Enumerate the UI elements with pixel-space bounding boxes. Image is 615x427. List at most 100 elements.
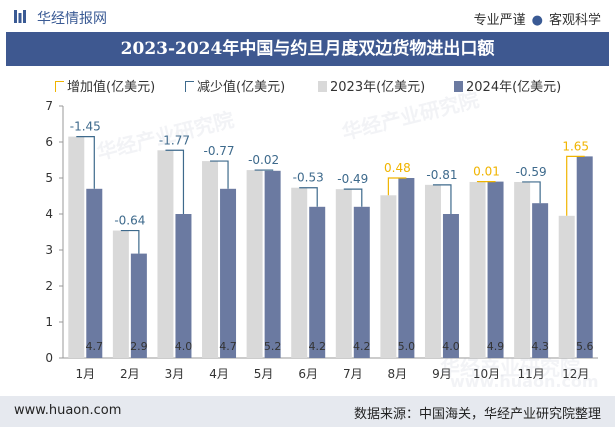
bar-2023 [68, 136, 85, 358]
y-tick-label: 6 [45, 135, 53, 149]
legend-increase-label: 增加值(亿美元) [67, 80, 156, 95]
change-bracket [299, 187, 318, 207]
change-label: 1.65 [562, 139, 589, 153]
legend-decrease-swatch [185, 81, 194, 92]
value-label-2024: 4.7 [86, 340, 104, 353]
bar-2024 [264, 170, 281, 358]
x-tick-label: 5月 [254, 367, 274, 381]
change-label: -0.64 [114, 214, 145, 228]
x-tick-label: 12月 [562, 367, 589, 381]
x-tick-label: 3月 [165, 367, 185, 381]
value-label-2024: 4.2 [308, 340, 326, 353]
legend-increase-swatch [55, 81, 64, 92]
bar-2024 [309, 206, 326, 358]
change-bracket [343, 188, 363, 207]
bar-2023 [469, 181, 486, 358]
y-tick-label: 5 [45, 171, 53, 185]
y-tick-label: 1 [45, 315, 53, 329]
footer-site-link[interactable]: www.huaon.com [14, 403, 122, 418]
header: 华经情报网 专业严谨 ● 客观科学 [0, 0, 615, 32]
legend-2023: 2023年(亿美元) [318, 76, 425, 95]
change-bracket [120, 229, 140, 254]
x-tick-label: 8月 [388, 367, 408, 381]
legend-2024-swatch [454, 81, 463, 92]
bar-2024 [220, 188, 237, 358]
brand-logo-icon [14, 10, 26, 23]
x-tick-label: 6月 [298, 367, 318, 381]
bar-2024 [442, 214, 459, 358]
bar-2023 [514, 181, 531, 358]
legend-2024-label: 2024年(亿美元) [466, 80, 562, 95]
value-label-2024: 5.6 [576, 340, 594, 353]
change-bracket [76, 136, 95, 189]
change-bracket [254, 169, 274, 171]
bar-2024 [353, 206, 370, 358]
x-tick-label: 11月 [517, 367, 544, 381]
x-tick-label: 1月 [75, 367, 95, 381]
chart-title: 2023-2024年中国与约旦月度双边货物进出口额 [120, 39, 495, 59]
footer: www.huaon.com 数据来源：中国海关，华经产业研究院整理 [0, 396, 615, 427]
bar-2024 [175, 214, 192, 358]
change-bracket [566, 155, 585, 216]
change-label: 0.01 [473, 165, 500, 179]
slogan-dot-icon: ● [531, 13, 543, 28]
y-tick-label: 2 [45, 279, 53, 293]
change-label: -0.02 [248, 153, 279, 167]
change-label: -0.77 [204, 144, 235, 158]
bar-2023 [291, 187, 308, 358]
value-label-2024: 4.7 [219, 340, 237, 353]
change-label: -1.45 [70, 120, 101, 134]
slogan-left: 专业严谨 [473, 13, 526, 28]
bar-2023 [558, 215, 575, 358]
legend-decrease-label: 减少值(亿美元) [197, 80, 286, 95]
change-bracket [432, 184, 452, 214]
value-label-2024: 5.2 [264, 340, 282, 353]
change-label: -0.81 [426, 168, 457, 182]
change-label: -0.49 [337, 172, 368, 186]
legend-2024: 2024年(亿美元) [454, 76, 561, 95]
bar-2023 [424, 184, 441, 358]
x-tick-label: 10月 [473, 367, 500, 381]
y-tick-label: 0 [45, 351, 53, 365]
change-bracket [522, 181, 541, 204]
bar-2023 [157, 150, 174, 358]
bar-2024 [130, 253, 147, 358]
bar-2024 [532, 203, 549, 358]
chart-legend: 增加值(亿美元) 减少值(亿美元) 2023年(亿美元) 2024年(亿美元) [0, 72, 615, 98]
bar-2024 [86, 188, 103, 358]
y-tick-label: 3 [45, 243, 53, 257]
change-label: -0.59 [516, 165, 547, 179]
bar-2023 [380, 195, 397, 358]
y-tick-label: 4 [45, 207, 53, 221]
legend-increase: 增加值(亿美元) [55, 76, 155, 95]
footer-source: 数据来源：中国海关，华经产业研究院整理 [353, 407, 601, 422]
change-bracket [387, 177, 407, 196]
slogan: 专业严谨 ● 客观科学 [474, 9, 601, 28]
legend-2023-label: 2023年(亿美元) [330, 80, 426, 95]
bar-2024 [487, 181, 504, 358]
bar-2023 [112, 230, 129, 358]
x-tick-label: 9月 [432, 367, 452, 381]
change-bracket [210, 160, 229, 189]
bar-2023 [335, 189, 352, 358]
value-label-2024: 4.9 [487, 340, 505, 353]
value-label-2024: 4.3 [531, 340, 549, 353]
x-tick-label: 2月 [120, 367, 140, 381]
title-bar: 2023-2024年中国与约旦月度双边货物进出口额 [6, 32, 609, 66]
value-label-2024: 4.0 [442, 340, 460, 353]
change-label: 0.48 [384, 161, 411, 175]
bar-2023 [246, 170, 263, 358]
value-label-2024: 4.0 [175, 340, 193, 353]
change-label: -0.53 [293, 171, 324, 185]
x-tick-label: 7月 [343, 367, 363, 381]
bar-2024 [576, 156, 593, 358]
change-label: -1.77 [159, 133, 190, 147]
y-tick-label: 7 [45, 99, 53, 113]
brand-name: 华经情报网 [37, 11, 107, 27]
value-label-2024: 5.0 [398, 340, 416, 353]
value-label-2024: 2.9 [130, 340, 148, 353]
change-bracket [165, 149, 185, 214]
legend-decrease: 减少值(亿美元) [185, 76, 285, 95]
value-label-2024: 4.2 [353, 340, 371, 353]
bar-2023 [202, 161, 219, 358]
